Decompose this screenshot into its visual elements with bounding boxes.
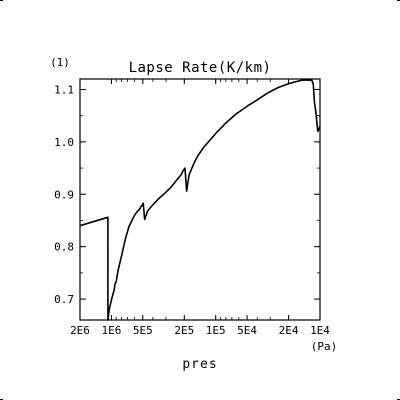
x-tick-label: 1E4: [310, 324, 330, 337]
x-unit-label: (Pa): [311, 340, 338, 353]
series-lines: [79, 79, 321, 321]
x-tick-label: 2E5: [174, 324, 194, 337]
x-tick-label: 5E4: [237, 324, 257, 337]
plot-frame: [79, 78, 321, 321]
x-tick-label: 1E5: [206, 324, 226, 337]
y-tick-label: 1.1: [54, 83, 74, 96]
chart-title: Lapse Rate(K/km): [129, 60, 272, 76]
y-tick-label: 0.7: [54, 293, 74, 306]
x-tick-label: 5E5: [133, 324, 153, 337]
y-tick-label: 0.9: [54, 188, 74, 201]
y-tick-label: 0.8: [54, 241, 74, 254]
y-tick-label: 1.0: [54, 136, 74, 149]
y-axis-ticks: 0.7 0.8 0.9 1.0 1.1: [54, 83, 320, 306]
x-axis-title: pres: [182, 357, 217, 372]
x-axis-ticks: 2E6 1E6 5E5 2E5 1E5 5E4 2E4 1E4: [70, 79, 330, 337]
x-tick-label: 1E6: [101, 324, 121, 337]
x-tick-label: 2E4: [279, 324, 299, 337]
series-line-0: [79, 79, 321, 321]
y-unit-label: (1): [50, 56, 70, 69]
x-tick-label: 2E6: [70, 324, 90, 337]
